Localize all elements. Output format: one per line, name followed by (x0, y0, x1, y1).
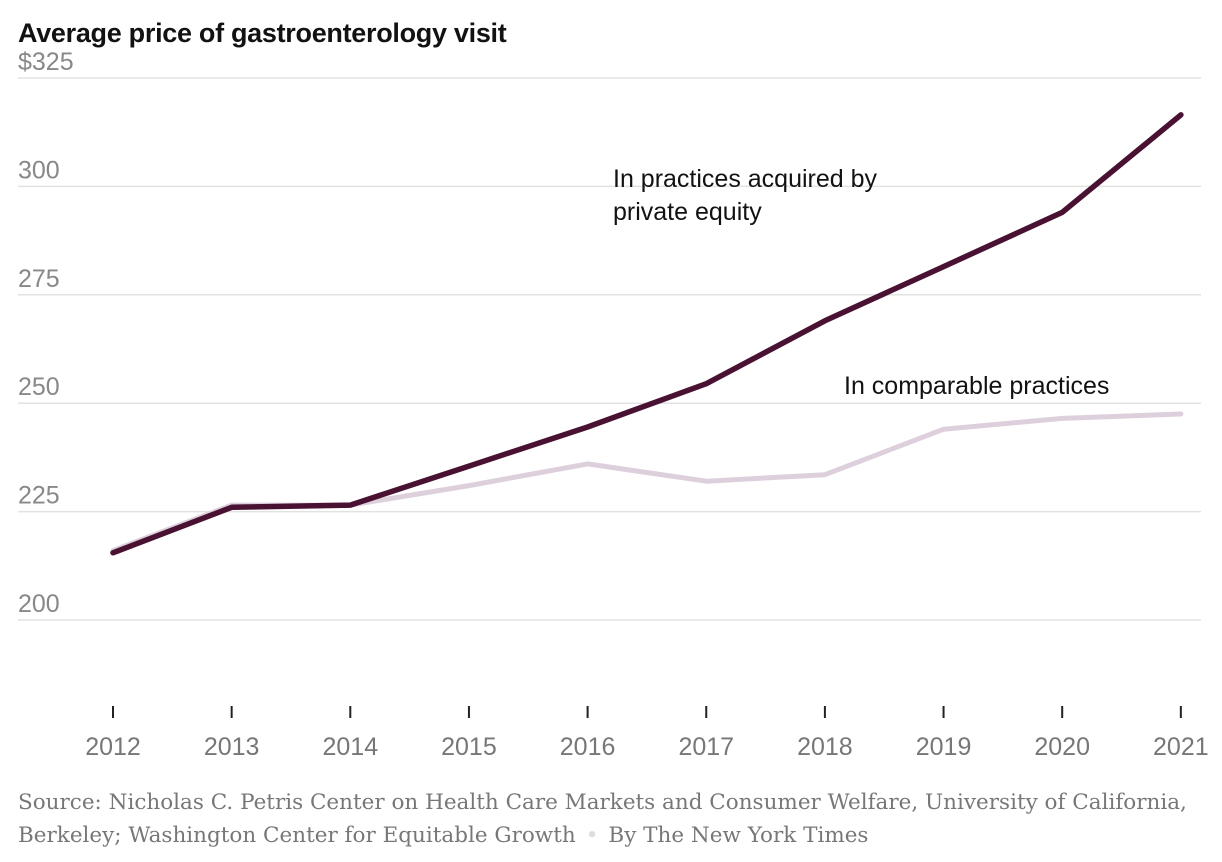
x-axis: 2012 2013 2014 2015 2016 2017 2018 2019 2020 2021 (85, 706, 1209, 761)
series-lines (110, 112, 1184, 556)
x-tick-label-2017: 2017 (678, 733, 734, 761)
y-axis: 200 225 250 275 300 $325 (18, 48, 74, 618)
series-line-comparable-practices (110, 411, 1184, 554)
annotation-private-equity-line2: private equity (613, 198, 762, 226)
x-tick-label-2020: 2020 (1034, 733, 1090, 761)
x-tick-label-2018: 2018 (797, 733, 853, 761)
x-tick-label-2013: 2013 (204, 733, 260, 761)
chart-title: Average price of gastroenterology visit (18, 18, 507, 48)
gridlines (18, 77, 1201, 621)
x-tick-label-2019: 2019 (916, 733, 972, 761)
separator-dot: • (585, 823, 599, 848)
x-tick-label-2016: 2016 (560, 733, 616, 761)
y-tick-label-250: 250 (18, 373, 60, 401)
x-tick-label-2015: 2015 (441, 733, 497, 761)
source-text: Source: Nicholas C. Petris Center on Hea… (18, 790, 1187, 848)
y-tick-label-325: $325 (18, 48, 74, 76)
byline: By The New York Times (608, 823, 869, 848)
y-tick-label-200: 200 (18, 590, 60, 618)
y-tick-label-225: 225 (18, 482, 60, 510)
x-tick-label-2014: 2014 (322, 733, 378, 761)
y-tick-label-300: 300 (18, 156, 60, 184)
annotation-private-equity-line1: In practices acquired by (613, 165, 878, 193)
x-tick-label-2012: 2012 (85, 733, 141, 761)
series-line-private-equity (110, 112, 1184, 556)
y-tick-label-275: 275 (18, 265, 60, 293)
annotation-comparable-practices: In comparable practices (844, 372, 1109, 400)
line-chart: 200 225 250 275 300 $325 2012 2013 2014 2015 2016… (18, 48, 1209, 761)
x-tick-label-2021: 2021 (1153, 733, 1209, 761)
source-note: Source: Nicholas C. Petris Center on Hea… (18, 786, 1208, 852)
